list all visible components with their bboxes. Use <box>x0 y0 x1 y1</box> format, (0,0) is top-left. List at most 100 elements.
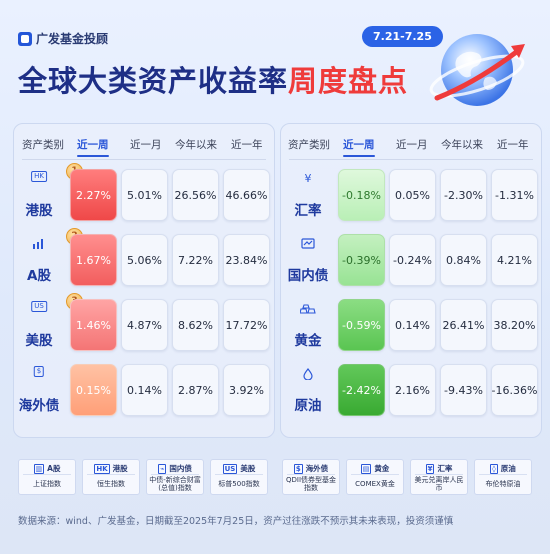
cell-week: 2.27% <box>70 169 117 221</box>
cell-ytd: 26.56% <box>172 169 219 221</box>
cell-month: 0.14% <box>389 299 436 351</box>
cell-month: 0.14% <box>121 364 168 416</box>
title-highlight: 周度盘点 <box>288 64 409 98</box>
asset-row-fx: ¥ 汇率 <box>285 167 331 223</box>
asset-row-a-share: A股 <box>16 232 62 288</box>
col-header-asset: 资产类别 <box>288 139 330 151</box>
asset-row-hk: HK 港股 <box>16 167 62 223</box>
cell-ytd: 0.84% <box>440 234 487 286</box>
legend-text: QDII债券型基金指数 <box>285 475 337 493</box>
cell-ytd: 8.62% <box>172 299 219 351</box>
cell-week: -0.18% <box>338 169 385 221</box>
right-panel: 资产类别 近一周 近一月 今年以来 近一年 ¥ 汇率 -0.18% 0.05% … <box>280 123 542 438</box>
legend-tag-label: A股 <box>47 464 61 473</box>
title-main: 全球大类资产收益率 <box>18 64 289 98</box>
cell-week: 0.15% <box>70 364 117 416</box>
asset-row-domestic-bond: 国内债 <box>285 232 331 288</box>
cell-month: 2.16% <box>389 364 436 416</box>
legend-text: 恒生指数 <box>97 479 125 488</box>
col-header-month: 近一月 <box>396 139 428 151</box>
gold-icon: ▤ <box>360 463 372 474</box>
cell-month: 5.06% <box>121 234 168 286</box>
cell-ytd: -2.30% <box>440 169 487 221</box>
oil-drop-icon <box>303 368 313 383</box>
legend-text: COMEX黄金 <box>355 479 395 488</box>
asset-name: A股 <box>27 268 51 284</box>
yuan-icon: ¥ <box>304 172 312 185</box>
legend-tag-label: 港股 <box>112 464 128 473</box>
asset-name: 海外债 <box>18 398 60 414</box>
legend-tag-label: 汇率 <box>437 464 453 473</box>
legend-tag: US 美股 <box>215 463 263 475</box>
bond-icon: ⌁ <box>158 463 167 474</box>
cell-week: -0.59% <box>338 299 385 351</box>
legend-tag: ◊ 原油 <box>479 463 527 475</box>
yuan-icon: ¥ <box>425 463 435 474</box>
legend-item-oil: ◊ 原油 布伦特原油 <box>474 459 532 495</box>
col-header-year: 近一年 <box>497 139 529 151</box>
col-header-week: 近一周 <box>77 139 109 157</box>
bar-chart-icon <box>32 238 46 252</box>
dollar-icon: $ <box>293 463 303 474</box>
date-range-badge: 7.21-7.25 <box>362 26 443 47</box>
legend-text: 中债-新综合财富(总值)指数 <box>149 475 201 493</box>
page-title: 全球大类资产收益率周度盘点 <box>18 58 408 100</box>
cell-week: 1.67% <box>70 234 117 286</box>
legend-text: 布伦特原油 <box>485 479 521 488</box>
legend-tag-label: 国内债 <box>169 464 192 473</box>
legend-text: 美元兑离岸人民币 <box>414 475 464 493</box>
asset-name: 港股 <box>25 203 53 219</box>
footer-disclaimer: 数据来源：wind、广发基金，日期截至2025年7月25日，资产过往涨跌不预示其… <box>18 516 454 527</box>
legend-tag: ¥ 汇率 <box>415 463 463 475</box>
dollar-icon: $ <box>33 366 45 377</box>
cell-week: 1.46% <box>70 299 117 351</box>
cell-ytd: 7.22% <box>172 234 219 286</box>
legend-item-domestic-bond: ⌁ 国内债 中债-新综合财富(总值)指数 <box>146 459 204 495</box>
header-divider <box>289 159 533 160</box>
legend-item-gold: ▤ 黄金 COMEX黄金 <box>346 459 404 495</box>
legend-item-a-share: ▥ A股 上证指数 <box>18 459 76 495</box>
cell-year: 4.21% <box>491 234 538 286</box>
cell-ytd: -9.43% <box>440 364 487 416</box>
legend-tag: ▤ 黄金 <box>351 463 399 475</box>
cell-month: 0.05% <box>389 169 436 221</box>
cell-month: 5.01% <box>121 169 168 221</box>
cell-year: 38.20% <box>491 299 538 351</box>
legend-item-fx: ¥ 汇率 美元兑离岸人民币 <box>410 459 468 495</box>
logo-mark-icon <box>18 31 32 46</box>
cell-ytd: 26.41% <box>440 299 487 351</box>
asset-row-us: US 美股 <box>16 297 62 353</box>
col-header-ytd: 今年以来 <box>175 139 217 151</box>
header-divider <box>22 159 266 160</box>
globe-arrow-icon <box>429 34 525 106</box>
legend-item-hk: HK 港股 恒生指数 <box>82 459 140 495</box>
asset-row-overseas-bond: $ 海外债 <box>16 362 62 418</box>
asset-name: 美股 <box>25 333 53 349</box>
gold-bar-icon <box>299 303 316 317</box>
cell-year: 23.84% <box>223 234 270 286</box>
legend-tag: HK 港股 <box>87 463 135 475</box>
brand-logo: 广发基金投顾 <box>18 30 108 47</box>
cell-month: 4.87% <box>121 299 168 351</box>
a-share-icon: ▥ <box>33 463 45 474</box>
legend-tag-label: 海外债 <box>305 464 329 473</box>
asset-name: 国内债 <box>287 268 329 284</box>
cell-year: 46.66% <box>223 169 270 221</box>
cell-week: -2.42% <box>338 364 385 416</box>
cell-ytd: 2.87% <box>172 364 219 416</box>
cell-year: 3.92% <box>223 364 270 416</box>
us-icon: US <box>31 301 47 312</box>
legend-text: 标普500指数 <box>218 479 260 488</box>
legend-tag-label: 黄金 <box>374 464 390 473</box>
legend-item-us: US 美股 标普500指数 <box>210 459 268 495</box>
oil-drop-icon: ◊ <box>490 463 498 474</box>
legend-tag: $ 海外债 <box>287 463 335 475</box>
cell-year: 17.72% <box>223 299 270 351</box>
asset-row-gold: 黄金 <box>285 297 331 353</box>
asset-name: 汇率 <box>294 203 322 219</box>
legend-tag: ▥ A股 <box>23 463 71 475</box>
legend-item-overseas-bond: $ 海外债 QDII债券型基金指数 <box>282 459 340 495</box>
cell-year: -1.31% <box>491 169 538 221</box>
col-header-month: 近一月 <box>130 139 162 151</box>
cell-month: -0.24% <box>389 234 436 286</box>
